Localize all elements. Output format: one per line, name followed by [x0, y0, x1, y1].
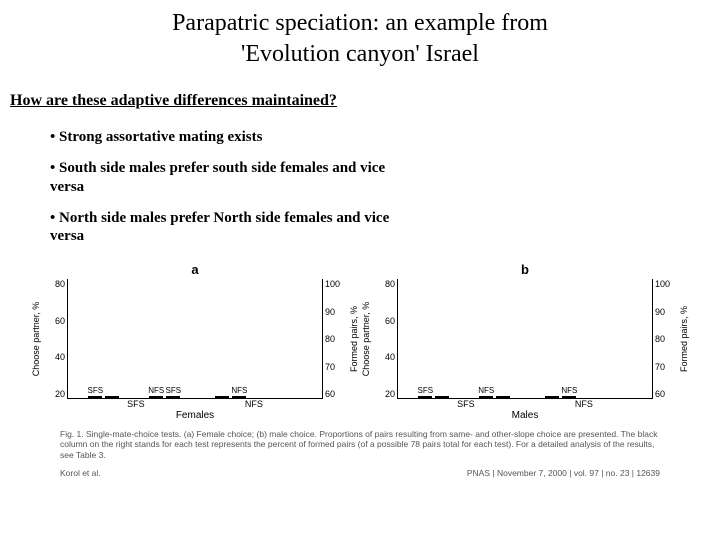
chart-b-ylabel-left: Choose partner, % [361, 302, 371, 377]
figure-caption: Fig. 1. Single-mate-choice tests. (a) Fe… [0, 421, 720, 462]
bullet-list: Strong assortative mating exists South s… [0, 116, 720, 252]
slide-title: Parapatric speciation: an example from '… [0, 0, 720, 74]
chart-a: a Choose partner, % 80604020 SFSNFSSFSNF… [45, 262, 345, 421]
chart-b-plot: Choose partner, % 80604020 SFSNFSNFS 100… [375, 279, 675, 399]
bar: SFS [418, 396, 432, 398]
chart-a-ylabel-right: Formed pairs, % [349, 306, 359, 372]
chart-b-bars: SFS NFS NFS [397, 279, 653, 399]
footer-left: Korol et al. [60, 468, 101, 478]
bar [545, 396, 559, 398]
chart-a-plot: Choose partner, % 80604020 SFSNFSSFSNFS … [45, 279, 345, 399]
footer-right: PNAS | November 7, 2000 | vol. 97 | no. … [467, 468, 660, 478]
chart-b-letter: b [375, 262, 675, 277]
charts-row: a Choose partner, % 80604020 SFSNFSSFSNF… [0, 262, 720, 421]
bar: SFS [88, 396, 102, 398]
chart-a-yaxis-right: 10090807060 [323, 279, 345, 399]
bar: NFS [479, 396, 493, 398]
chart-b: b Choose partner, % 80604020 SFSNFSNFS 1… [375, 262, 675, 421]
bar-label: NFS [561, 386, 577, 395]
chart-a-ylabel-left: Choose partner, % [31, 302, 41, 377]
chart-b-yaxis-right: 10090807060 [653, 279, 675, 399]
chart-b-xtitle: Males [375, 410, 675, 421]
chart-a-yaxis-left: 80604020 [45, 279, 67, 399]
chart-b-ylabel-right: Formed pairs, % [679, 306, 689, 372]
bar [215, 396, 229, 398]
chart-a-xtitle: Females [45, 410, 345, 421]
bar: NFS [562, 396, 576, 398]
bar-label: NFS [148, 386, 164, 395]
bar: SFS [166, 396, 180, 398]
chart-a-xaxis: SFSNFS [45, 399, 345, 409]
bullet-item: North side males prefer North side femal… [50, 203, 410, 253]
chart-b-xaxis: SFS NFS [375, 399, 675, 409]
bar: NFS [232, 396, 246, 398]
bullet-item: Strong assortative mating exists [50, 122, 410, 153]
chart-a-bars: SFSNFSSFSNFS [67, 279, 323, 399]
bar: NFS [149, 396, 163, 398]
chart-b-yaxis-left: 80604020 [375, 279, 397, 399]
bar [105, 396, 119, 398]
figure-footer: Korol et al. PNAS | November 7, 2000 | v… [0, 462, 720, 478]
chart-a-letter: a [45, 262, 345, 277]
title-line-1: Parapatric speciation: an example from [172, 10, 548, 36]
bar-label: SFS [165, 386, 181, 395]
bar-label: SFS [88, 386, 104, 395]
bar [435, 396, 449, 398]
bar-label: NFS [231, 386, 247, 395]
bar [496, 396, 510, 398]
title-line-2: 'Evolution canyon' Israel [241, 41, 479, 67]
subheading: How are these adaptive differences maint… [0, 74, 720, 116]
bar-label: SFS [418, 386, 434, 395]
bar-label: NFS [478, 386, 494, 395]
bullet-item: South side males prefer south side femal… [50, 153, 410, 203]
